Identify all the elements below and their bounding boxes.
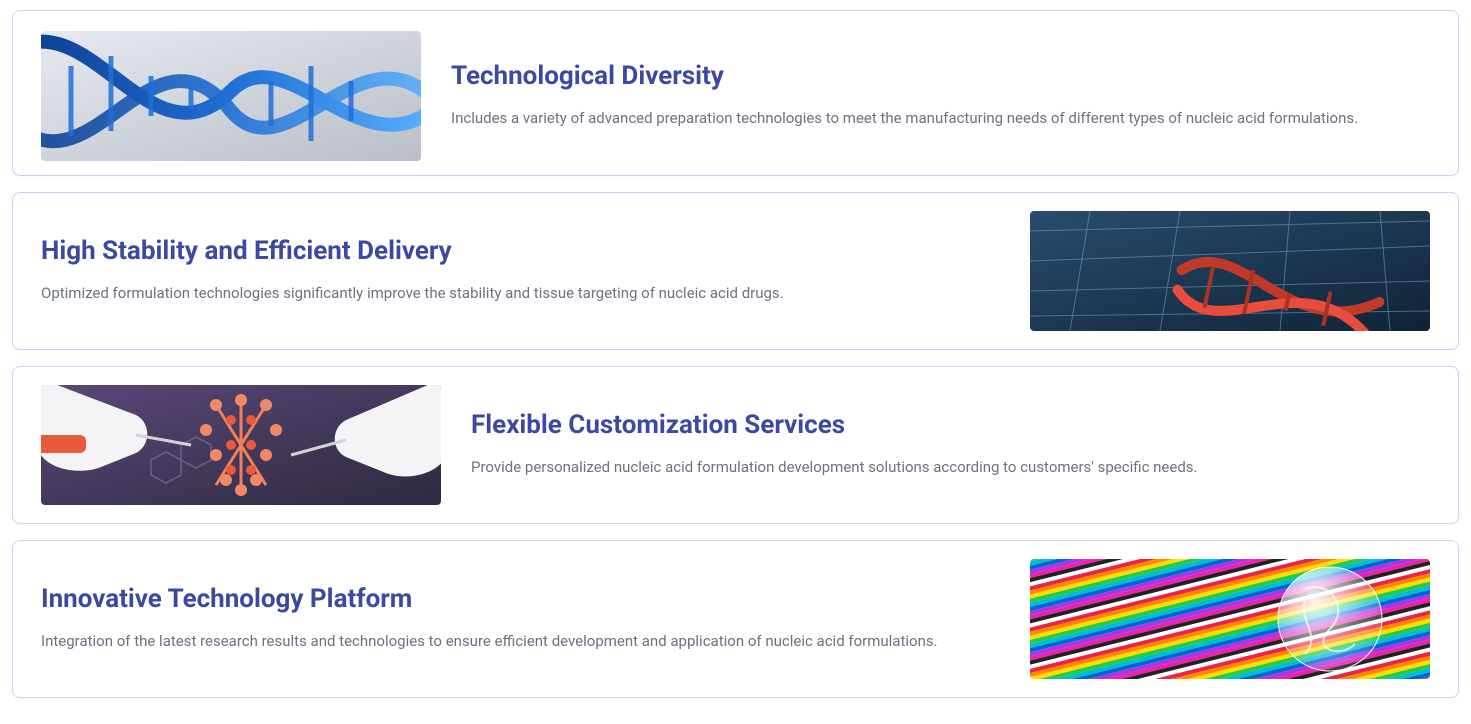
feature-text: Innovative Technology Platform Integrati… [41,584,1000,655]
feature-card: High Stability and Efficient Delivery Op… [12,192,1459,350]
feature-title: Innovative Technology Platform [41,584,1000,614]
feature-text: Flexible Customization Services Provide … [471,410,1430,481]
feature-card: Flexible Customization Services Provide … [12,366,1459,524]
feature-body: Provide personalized nucleic acid formul… [471,454,1430,481]
feature-text: Technological Diversity Includes a varie… [451,61,1430,132]
feature-title: Flexible Customization Services [471,410,1430,440]
feature-body: Includes a variety of advanced preparati… [451,105,1430,132]
feature-image-dna-helix [41,31,421,161]
feature-body: Integration of the latest research resul… [41,628,1000,655]
feature-image-dna-breaking [1030,211,1430,331]
feature-title: High Stability and Efficient Delivery [41,236,1000,266]
feature-image-lab-hands [41,385,441,505]
feature-body: Optimized formulation technologies signi… [41,280,1000,307]
feature-card: Innovative Technology Platform Integrati… [12,540,1459,698]
feature-image-rainbow-sphere [1030,559,1430,679]
feature-text: High Stability and Efficient Delivery Op… [41,236,1000,307]
feature-card: Technological Diversity Includes a varie… [12,10,1459,176]
feature-title: Technological Diversity [451,61,1430,91]
